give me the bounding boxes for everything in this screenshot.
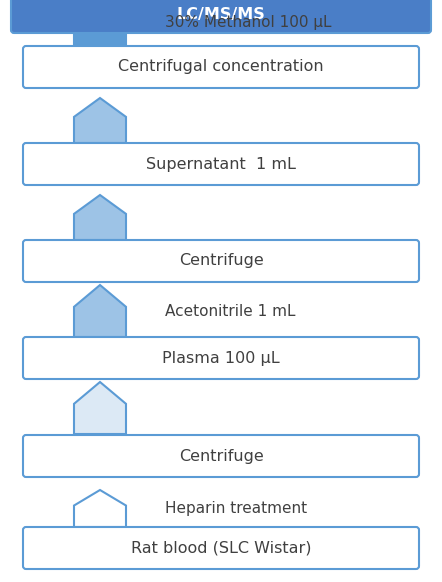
Polygon shape — [74, 0, 126, 46]
Polygon shape — [74, 285, 126, 337]
Text: Plasma 100 μL: Plasma 100 μL — [162, 350, 280, 365]
FancyBboxPatch shape — [23, 435, 419, 477]
Polygon shape — [74, 195, 126, 240]
FancyBboxPatch shape — [23, 240, 419, 282]
FancyBboxPatch shape — [23, 337, 419, 379]
Text: Supernatant  1 mL: Supernatant 1 mL — [146, 157, 296, 172]
FancyBboxPatch shape — [23, 46, 419, 88]
Polygon shape — [74, 98, 126, 143]
Text: Rat blood (SLC Wistar): Rat blood (SLC Wistar) — [131, 541, 311, 555]
Text: Centrifuge: Centrifuge — [179, 254, 263, 268]
FancyBboxPatch shape — [23, 143, 419, 185]
Text: Heparin treatment: Heparin treatment — [165, 501, 307, 516]
Text: Centrifuge: Centrifuge — [179, 449, 263, 463]
Polygon shape — [74, 382, 126, 434]
Polygon shape — [74, 490, 126, 527]
Text: Acetonitrile 1 mL: Acetonitrile 1 mL — [165, 303, 296, 318]
FancyBboxPatch shape — [23, 527, 419, 569]
Text: 30% Methanol 100 μL: 30% Methanol 100 μL — [165, 16, 332, 30]
Text: LC/MS/MS: LC/MS/MS — [177, 8, 265, 23]
FancyBboxPatch shape — [11, 0, 431, 33]
Text: Centrifugal concentration: Centrifugal concentration — [118, 59, 324, 74]
